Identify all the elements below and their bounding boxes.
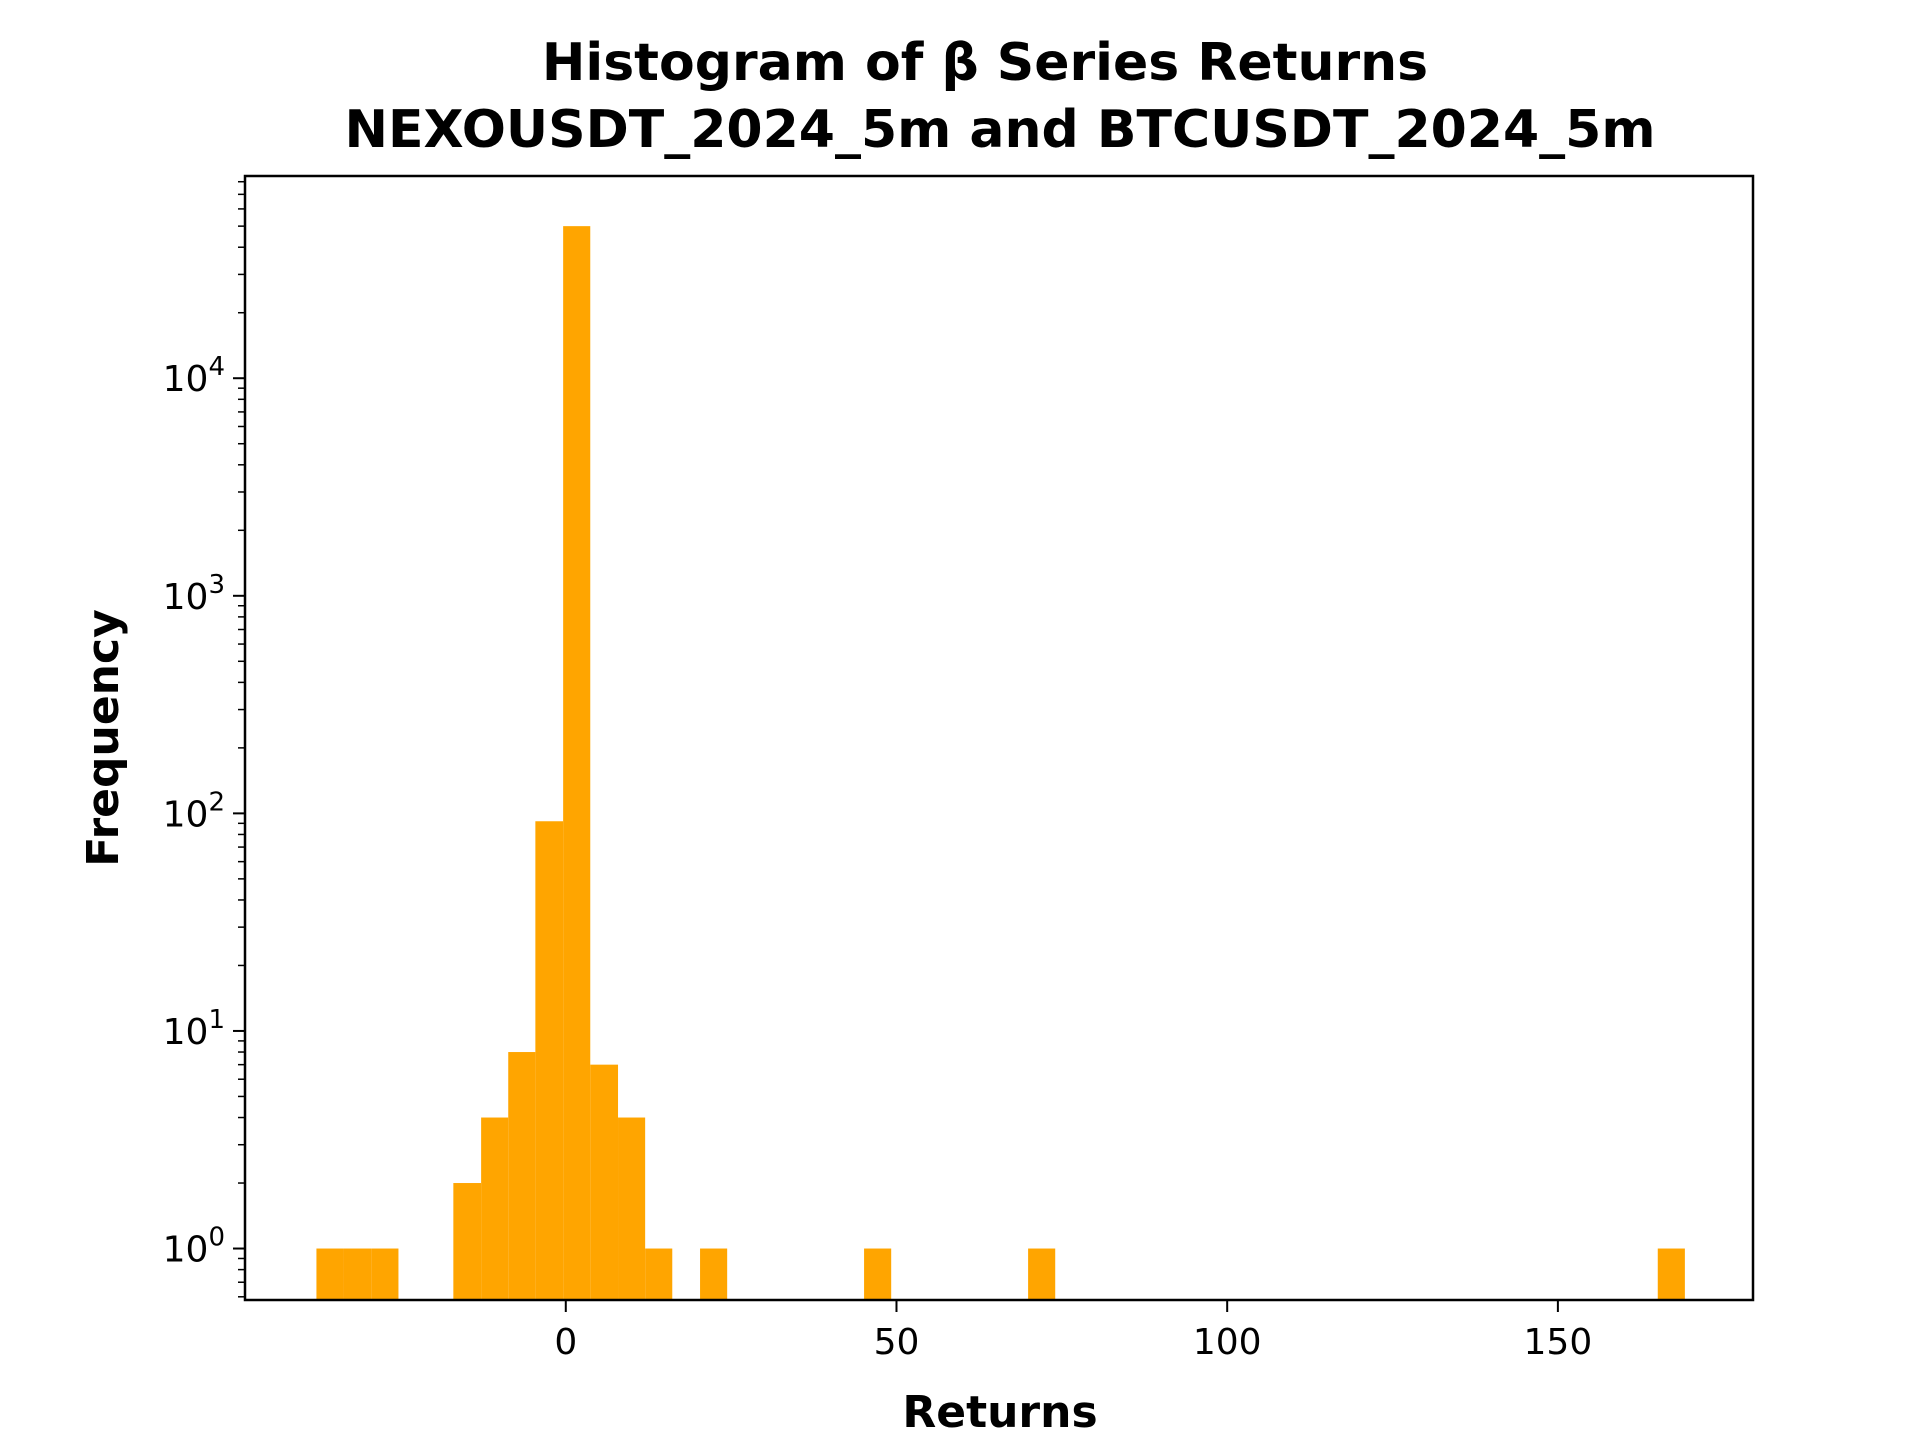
x-axis-label: Returns [902, 1387, 1097, 1438]
y-tick-label-2: 102 [163, 787, 225, 835]
histogram-bar-3 [453, 1183, 482, 1300]
histogram-bar-0 [316, 1248, 344, 1300]
y-tick-label-3: 103 [163, 570, 225, 618]
histogram-bar-10 [645, 1248, 673, 1300]
histogram-bar-2 [371, 1248, 399, 1300]
x-tick-label-2: 100 [1193, 1322, 1262, 1363]
plot-frame [243, 174, 1755, 1302]
histogram-bar-14 [1657, 1248, 1685, 1300]
y-axis-ticks: 100 101 102 103 104 [163, 180, 245, 1298]
y-axis-label: Frequency [78, 609, 129, 867]
chart-title-line-2: NEXOUSDT_2024_5m and BTCUSDT_2024_5m [344, 100, 1655, 160]
histogram-bar-13 [1028, 1248, 1056, 1300]
histogram-bar-5 [508, 1052, 536, 1300]
histogram-bars [316, 226, 1685, 1300]
histogram-bar-8 [590, 1064, 619, 1300]
histogram-bar-1 [343, 1248, 372, 1300]
histogram-bar-7 [563, 226, 591, 1300]
y-tick-label-1: 101 [163, 1005, 225, 1053]
histogram-bar-9 [618, 1117, 646, 1300]
chart-title-line-1: Histogram of β Series Returns [542, 33, 1428, 93]
y-tick-label-0: 100 [163, 1223, 225, 1271]
y-tick-label-4: 104 [163, 352, 225, 400]
histogram-bar-11 [700, 1248, 728, 1300]
x-axis-ticks: 0 50 100 150 [554, 1300, 1592, 1363]
histogram-bar-4 [481, 1117, 509, 1300]
x-tick-label-0: 0 [554, 1322, 577, 1363]
histogram-bar-12 [864, 1248, 892, 1300]
x-tick-label-3: 150 [1524, 1322, 1593, 1363]
histogram-bar-6 [535, 821, 564, 1300]
x-tick-label-1: 50 [874, 1322, 920, 1363]
